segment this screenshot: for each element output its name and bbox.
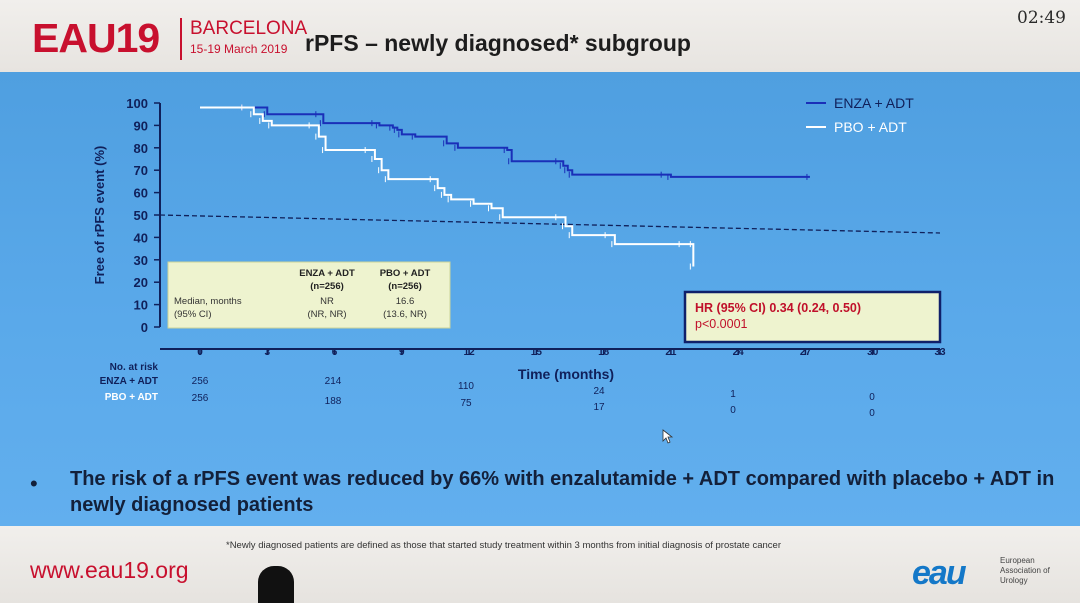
at-risk-value: 256 bbox=[192, 393, 209, 404]
header-bar: EAU19 BARCELONA 15-19 March 2019 rPFS – … bbox=[0, 0, 1080, 72]
median-table-header: (n=256) bbox=[388, 281, 422, 292]
logo-dates: 15-19 March 2019 bbox=[190, 42, 288, 56]
median-table bbox=[167, 261, 451, 329]
y-tick-label: 100 bbox=[126, 96, 148, 111]
median-table-enza: (NR, NR) bbox=[307, 309, 346, 320]
at-risk-value: 75 bbox=[460, 398, 472, 409]
at-risk-row-label: PBO + ADT bbox=[105, 392, 158, 403]
logo-city: BARCELONA bbox=[190, 18, 308, 39]
y-tick-label: 70 bbox=[134, 163, 148, 178]
legend-label: PBO + ADT bbox=[834, 119, 907, 135]
series-line-pbo bbox=[200, 106, 695, 267]
median-table-pbo: 16.6 bbox=[396, 296, 415, 307]
footer-url: www.eau19.org bbox=[30, 557, 189, 583]
at-risk-row-label: ENZA + ADT bbox=[100, 376, 158, 387]
at-risk-value: 214 bbox=[325, 376, 342, 387]
x-axis-label: Time (months) bbox=[518, 366, 614, 382]
at-risk-value: 17 bbox=[593, 402, 605, 413]
y-tick-label: 50 bbox=[134, 208, 148, 223]
x-tick-label: 0 bbox=[197, 347, 203, 358]
at-risk-value: 24 bbox=[593, 386, 605, 397]
x-tick-label: 6 bbox=[332, 347, 338, 358]
hr-box bbox=[683, 290, 942, 344]
p-value-text: p<0.0001 bbox=[695, 317, 748, 331]
y-tick-label: 80 bbox=[134, 141, 148, 156]
bullet-icon: • bbox=[30, 471, 38, 496]
at-risk-title: No. at risk bbox=[110, 362, 159, 373]
footer-bar bbox=[0, 526, 1080, 603]
bullet-text: The risk of a rPFS event was reduced by … bbox=[70, 468, 1055, 516]
x-tick-label: 9 bbox=[399, 347, 405, 358]
x-tick-label: 12 bbox=[464, 347, 476, 358]
at-risk-value: 0 bbox=[869, 392, 875, 403]
at-risk-value: 0 bbox=[869, 408, 875, 419]
legend-label: ENZA + ADT bbox=[834, 95, 914, 111]
median-table-enza: NR bbox=[320, 296, 334, 307]
y-tick-label: 60 bbox=[134, 186, 148, 201]
slide-title: rPFS – newly diagnosed* subgroup bbox=[305, 30, 691, 56]
at-risk-value: 110 bbox=[458, 381, 474, 392]
at-risk-value: 256 bbox=[192, 376, 209, 387]
median-table-header: ENZA + ADT bbox=[299, 268, 355, 279]
median-reference-line bbox=[159, 214, 941, 234]
at-risk-value: 188 bbox=[325, 396, 342, 407]
y-tick-label: 0 bbox=[141, 320, 148, 335]
microphone-silhouette bbox=[258, 566, 294, 603]
y-tick-label: 20 bbox=[134, 275, 148, 290]
median-table-header: PBO + ADT bbox=[380, 268, 431, 279]
clock: 02:49 bbox=[1017, 8, 1066, 28]
eau19-logo: EAU19 bbox=[32, 15, 160, 61]
x-tick-label: 33 bbox=[934, 347, 946, 358]
y-tick-label: 30 bbox=[134, 253, 148, 268]
x-tick-label: 30 bbox=[867, 347, 879, 358]
x-tick-label: 24 bbox=[733, 347, 745, 358]
y-tick-label: 40 bbox=[134, 230, 148, 245]
median-table-row-label: (95% CI) bbox=[174, 309, 211, 320]
median-table-row-label: Median, months bbox=[174, 296, 242, 307]
eau-logo: eau bbox=[912, 554, 967, 592]
eau-org-name: European Association of Urology bbox=[1000, 556, 1050, 585]
x-tick-label: 21 bbox=[665, 347, 677, 358]
x-tick-label: 27 bbox=[800, 347, 812, 358]
mouse-cursor-icon bbox=[662, 429, 674, 444]
y-axis-label: Free of rPFS event (%) bbox=[92, 146, 107, 285]
at-risk-value: 1 bbox=[730, 389, 736, 400]
median-table-pbo: (13.6, NR) bbox=[383, 309, 427, 320]
y-tick-label: 90 bbox=[134, 118, 148, 133]
logo-separator bbox=[180, 18, 182, 60]
x-tick-label: 3 bbox=[264, 347, 270, 358]
x-tick-label: 15 bbox=[531, 347, 543, 358]
series-line-enza bbox=[200, 106, 810, 178]
hr-text: HR (95% CI) 0.34 (0.24, 0.50) bbox=[695, 301, 861, 315]
at-risk-value: 0 bbox=[730, 405, 736, 416]
footnote: *Newly diagnosed patients are defined as… bbox=[226, 540, 781, 551]
y-tick-label: 10 bbox=[134, 298, 148, 313]
x-tick-label: 18 bbox=[598, 347, 610, 358]
median-table-header: (n=256) bbox=[310, 281, 344, 292]
